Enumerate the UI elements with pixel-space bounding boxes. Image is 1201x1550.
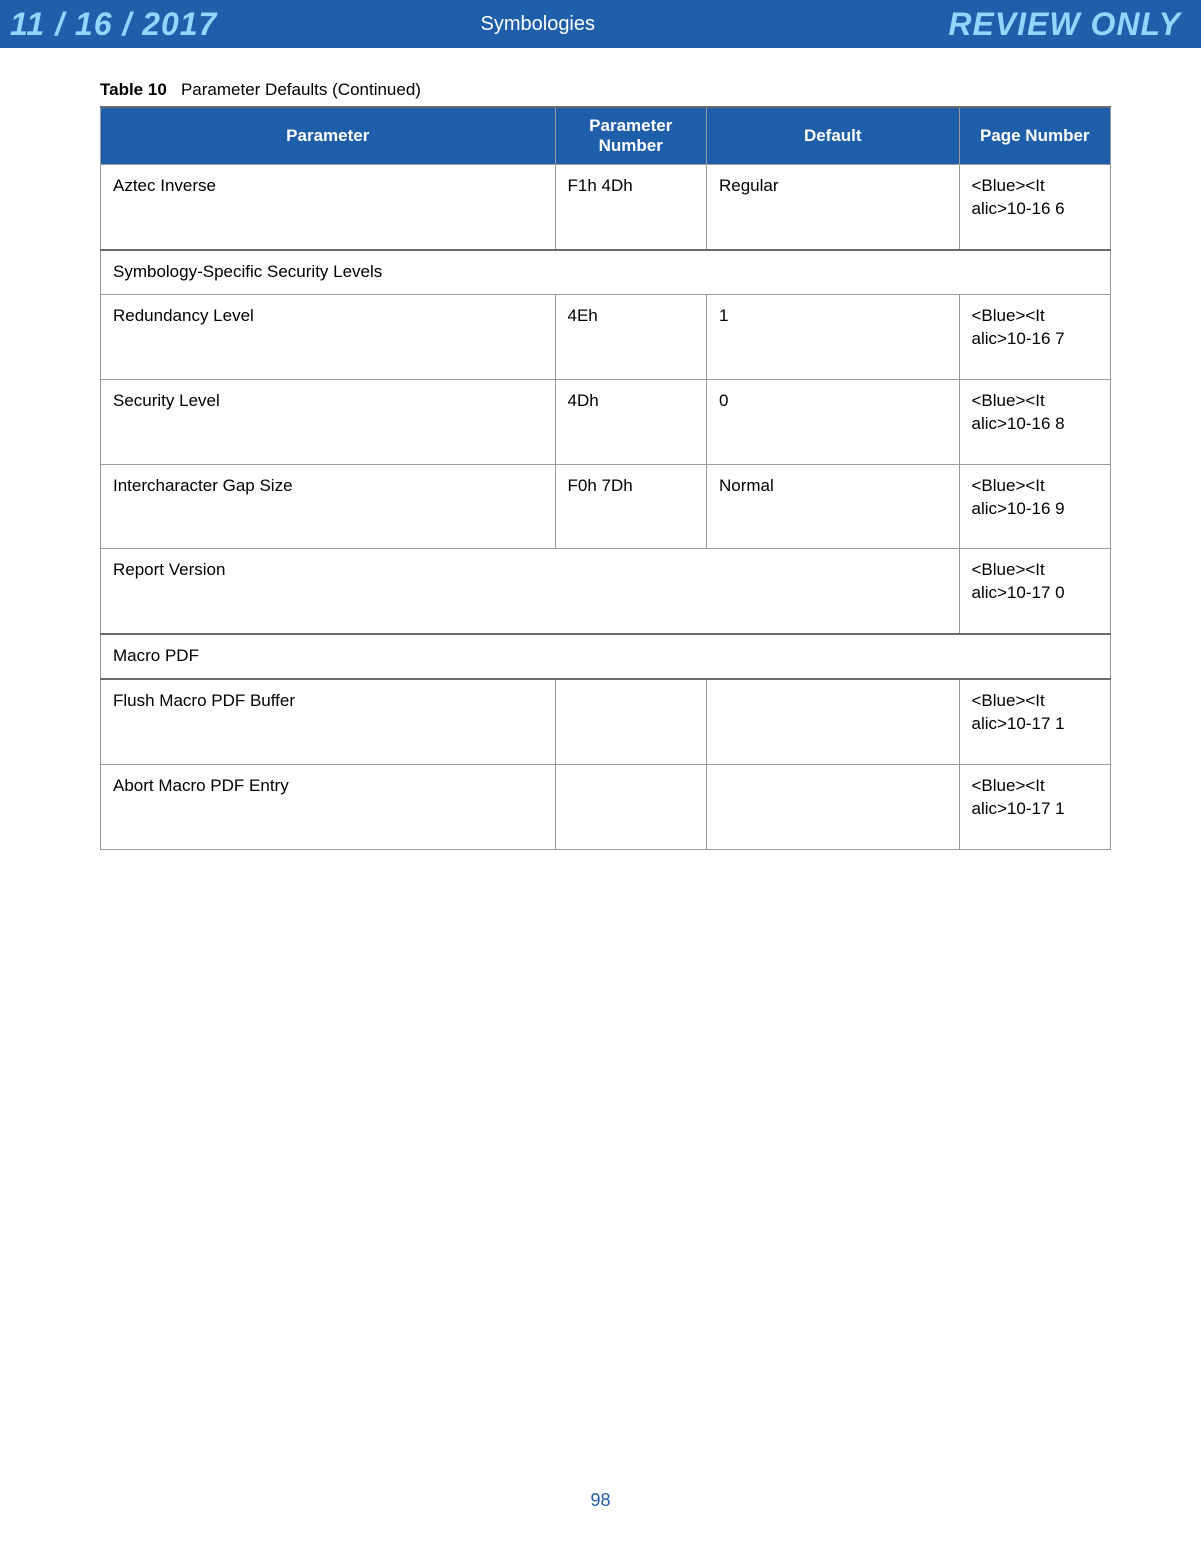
- header-review: REVIEW ONLY: [948, 6, 1181, 43]
- page-cell: <Blue><It alic>10-17 1: [959, 679, 1111, 764]
- table-row: Security Level4Dh0<Blue><It alic>10-16 8: [101, 379, 1111, 464]
- number-cell: 4Eh: [555, 294, 707, 379]
- parameter-table: Parameter Parameter Number Default Page …: [100, 106, 1111, 850]
- col-parameter-number: Parameter Number: [555, 107, 707, 165]
- parameter-cell: Flush Macro PDF Buffer: [101, 679, 556, 764]
- header-bar: 11 / 16 / 2017 Symbologies REVIEW ONLY: [0, 0, 1201, 48]
- default-cell: [707, 765, 960, 850]
- parameter-cell: Report Version: [101, 549, 960, 634]
- parameter-cell: Aztec Inverse: [101, 165, 556, 250]
- table-title: Parameter Defaults (Continued): [181, 80, 421, 99]
- page-cell: <Blue><It alic>10-16 6: [959, 165, 1111, 250]
- section-cell: Symbology-Specific Security Levels: [101, 250, 1111, 294]
- table-body: Aztec InverseF1h 4DhRegular<Blue><It ali…: [101, 165, 1111, 850]
- number-cell: F0h 7Dh: [555, 464, 707, 549]
- page-cell: <Blue><It alic>10-16 9: [959, 464, 1111, 549]
- parameter-cell: Redundancy Level: [101, 294, 556, 379]
- default-cell: 1: [707, 294, 960, 379]
- table-row: Redundancy Level4Eh1<Blue><It alic>10-16…: [101, 294, 1111, 379]
- table-row: Abort Macro PDF Entry <Blue><It alic>10-1…: [101, 765, 1111, 850]
- number-cell: [555, 679, 707, 764]
- default-cell: Normal: [707, 464, 960, 549]
- parameter-cell: Intercharacter Gap Size: [101, 464, 556, 549]
- header-title: Symbologies: [481, 13, 596, 36]
- table-caption: Table 10 Parameter Defaults (Continued): [100, 80, 1111, 100]
- header-date: 11 / 16 / 2017: [10, 6, 217, 43]
- number-cell: 4Dh: [555, 379, 707, 464]
- page-cell: <Blue><It alic>10-16 7: [959, 294, 1111, 379]
- page-cell: <Blue><It alic>10-17 1: [959, 765, 1111, 850]
- page-cell: <Blue><It alic>10-17 0: [959, 549, 1111, 634]
- page-footer: 98: [0, 1490, 1201, 1531]
- parameter-cell: Abort Macro PDF Entry: [101, 765, 556, 850]
- default-cell: 0: [707, 379, 960, 464]
- table-number: Table 10: [100, 80, 167, 99]
- table-row: Flush Macro PDF Buffer <Blue><It alic>10-…: [101, 679, 1111, 764]
- col-page-number: Page Number: [959, 107, 1111, 165]
- table-row: Intercharacter Gap SizeF0h 7DhNormal<Blu…: [101, 464, 1111, 549]
- page-number: 98: [590, 1490, 610, 1510]
- table-row: Macro PDF: [101, 634, 1111, 679]
- default-cell: Regular: [707, 165, 960, 250]
- table-row: Aztec InverseF1h 4DhRegular<Blue><It ali…: [101, 165, 1111, 250]
- table-header-row: Parameter Parameter Number Default Page …: [101, 107, 1111, 165]
- col-parameter: Parameter: [101, 107, 556, 165]
- default-cell: [707, 679, 960, 764]
- section-cell: Macro PDF: [101, 634, 1111, 679]
- table-row: Symbology-Specific Security Levels: [101, 250, 1111, 294]
- number-cell: F1h 4Dh: [555, 165, 707, 250]
- parameter-cell: Security Level: [101, 379, 556, 464]
- table-row: Report Version<Blue><It alic>10-17 0: [101, 549, 1111, 634]
- page-cell: <Blue><It alic>10-16 8: [959, 379, 1111, 464]
- col-default: Default: [707, 107, 960, 165]
- number-cell: [555, 765, 707, 850]
- page-content: Table 10 Parameter Defaults (Continued) …: [0, 48, 1201, 850]
